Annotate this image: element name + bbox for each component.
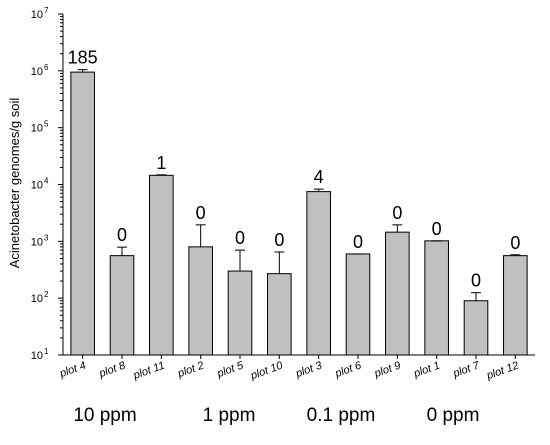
y-tick-exponent: 7 [44, 6, 49, 15]
data-label: 1 [156, 153, 166, 173]
x-tick-label: plot 12 [484, 360, 520, 383]
y-tick-label: 10 [31, 66, 43, 78]
y-tick-label: 10 [31, 236, 43, 248]
bars: 185 0 1 0 0 0 4 0 0 0 0 0 [68, 48, 528, 356]
data-label: 0 [117, 225, 127, 245]
data-label: 0 [432, 219, 442, 239]
data-label: 0 [471, 271, 481, 291]
bar [149, 174, 174, 356]
group-label: 10 ppm [73, 405, 136, 426]
bar [70, 71, 95, 356]
y-tick-exponent: 3 [44, 233, 49, 242]
y-tick-label: 10 [31, 350, 43, 362]
x-tick-label: plot 9 [372, 360, 402, 381]
data-label: 185 [68, 48, 98, 68]
y-tick-exponent: 6 [44, 63, 49, 72]
y-tick-exponent: 2 [44, 290, 49, 299]
y-tick-exponent: 4 [44, 177, 49, 186]
x-tick-label: plot 7 [451, 359, 482, 380]
y-tick-label: 10 [31, 123, 43, 135]
bar [463, 300, 489, 356]
x-axis: plot 4 plot 8 plot 11 plot 2 plot 5 plot 10 pl… [57, 354, 535, 383]
data-label: 0 [353, 232, 363, 252]
group-labels: 10 ppm 1 ppm 0.1 ppm 0 ppm [73, 405, 479, 426]
group-label: 0 ppm [427, 405, 480, 426]
x-tick-label: plot 3 [293, 359, 324, 380]
y-tick-label: 10 [31, 293, 43, 305]
bar [188, 246, 213, 356]
bar [227, 270, 253, 356]
x-tick-label: plot 11 [131, 360, 166, 383]
bar [306, 191, 331, 356]
bar [503, 255, 528, 356]
x-tick-label: plot 5 [215, 359, 246, 380]
x-tick-label: plot 2 [175, 360, 205, 381]
data-label: 0 [196, 203, 206, 223]
data-label: 0 [235, 228, 245, 248]
bar [109, 255, 135, 356]
bar [385, 231, 410, 356]
group-label: 0.1 ppm [307, 405, 376, 426]
y-tick-exponent: 5 [44, 120, 49, 129]
x-tick-label: plot 6 [333, 359, 364, 380]
bar [345, 253, 371, 356]
y-axis-label: Acinetobacter genomes/g soil [7, 98, 22, 269]
data-label: 0 [510, 233, 520, 253]
y-tick-exponent: 1 [44, 347, 49, 356]
x-tick-label: plot 4 [57, 360, 87, 381]
x-tick-label: plot 10 [248, 359, 285, 382]
y-tick-label: 10 [31, 9, 43, 21]
data-label: 0 [274, 230, 284, 250]
bar [424, 240, 449, 356]
data-label: 0 [392, 203, 402, 223]
data-label: 4 [314, 167, 324, 187]
x-tick-label: plot 8 [97, 359, 128, 380]
x-tick-label: plot 1 [411, 360, 441, 381]
bar [267, 273, 292, 356]
y-tick-label: 10 [31, 180, 43, 192]
group-label: 1 ppm [203, 405, 256, 426]
